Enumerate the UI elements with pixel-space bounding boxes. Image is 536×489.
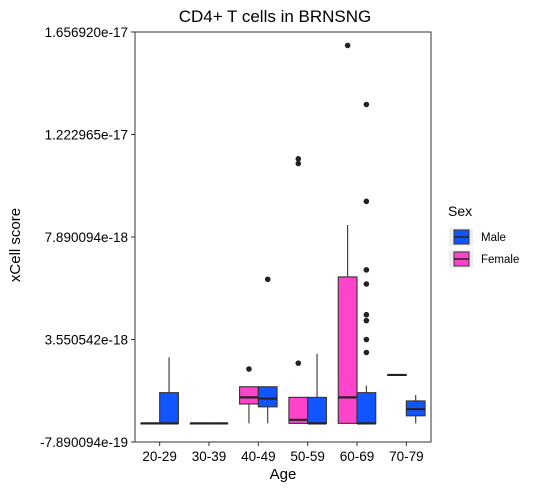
box — [307, 396, 327, 424]
outlier-point — [295, 156, 302, 162]
outlier-point — [363, 349, 370, 356]
box-female-20-29 — [140, 422, 161, 425]
box-female-30-39 — [189, 422, 210, 425]
outlier-point — [295, 360, 302, 366]
box — [159, 392, 179, 424]
legend-item-male: Male — [449, 228, 506, 246]
outlier-point — [363, 311, 370, 318]
box-female-60-69 — [337, 42, 358, 424]
outlier-point — [295, 160, 302, 167]
box-male-40-49 — [257, 276, 278, 424]
legend-label: Male — [481, 232, 506, 244]
box-male-70-79 — [405, 395, 426, 424]
chart-title: CD4+ T cells in BRNSNG — [179, 7, 372, 26]
legend-item-female: Female — [449, 250, 519, 268]
y-axis-title: xCell score — [7, 208, 24, 282]
x-tick-label: 20-29 — [142, 449, 177, 464]
legend-title: Sex — [448, 203, 472, 219]
y-tick-label: 7.890094e-18 — [45, 230, 128, 245]
y-axis: -7.890094e-19 3.550542e-18 7.890094e-18 1.2… — [40, 25, 135, 450]
y-tick-label: -7.890094e-19 — [40, 435, 128, 450]
x-tick-label: 70-79 — [389, 449, 424, 464]
x-tick-label: 30-39 — [192, 449, 227, 464]
box-female-70-79 — [387, 373, 407, 377]
legend: Sex Male Female — [448, 203, 519, 268]
x-tick-label: 50-59 — [290, 449, 325, 464]
outlier-point — [363, 336, 370, 343]
outlier-point — [363, 281, 370, 287]
y-tick-label: 3.550542e-18 — [45, 333, 128, 348]
outlier-point — [344, 42, 351, 49]
outlier-point — [363, 317, 370, 324]
x-tick-label: 60-69 — [340, 449, 375, 464]
box-plot-marks — [140, 42, 426, 425]
box-male-60-69 — [356, 101, 377, 425]
outlier-point — [363, 198, 370, 205]
box — [239, 386, 259, 405]
box-male-30-39 — [208, 422, 229, 425]
box-female-40-49 — [239, 366, 259, 424]
outlier-point — [264, 276, 271, 283]
box-male-20-29 — [159, 357, 179, 425]
plot-panel — [134, 31, 432, 443]
x-axis: 20-29 30-39 40-49 50-59 60-69 70-79 — [142, 442, 424, 464]
outlier-point — [363, 267, 370, 273]
x-axis-title: Age — [270, 466, 297, 483]
box-male-50-59 — [307, 353, 327, 425]
box — [356, 392, 377, 424]
outlier-point — [363, 101, 370, 108]
y-tick-label: 1.656920e-17 — [45, 25, 128, 40]
x-tick-label: 40-49 — [241, 449, 276, 464]
outlier-point — [246, 366, 252, 372]
y-tick-label: 1.222965e-17 — [45, 128, 128, 143]
box — [257, 386, 278, 408]
legend-label: Female — [481, 254, 519, 266]
box — [337, 276, 358, 424]
